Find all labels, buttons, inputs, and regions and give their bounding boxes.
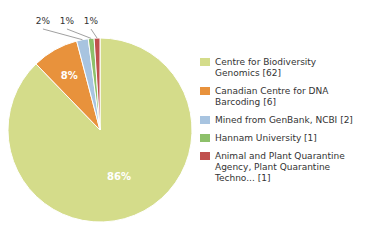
data-label: 8% bbox=[61, 70, 78, 81]
legend-label: Canadian Centre for DNABarcoding [6] bbox=[215, 86, 329, 107]
legend-swatch bbox=[200, 87, 210, 95]
legend-label-line: Mined from GenBank, NCBI [2] bbox=[215, 115, 353, 125]
pie-slice bbox=[77, 39, 100, 130]
leader-line bbox=[67, 29, 91, 38]
legend-label-line: Animal and Plant Quarantine bbox=[215, 151, 345, 161]
data-label: 1% bbox=[84, 16, 99, 26]
legend-label: Hannam University [1] bbox=[215, 133, 317, 143]
pie bbox=[8, 38, 192, 222]
data-label: 1% bbox=[60, 16, 75, 26]
legend-label: Animal and Plant QuarantineAgency, Plant… bbox=[214, 151, 345, 183]
data-label: 86% bbox=[107, 171, 131, 182]
legend-label-line: Techno... [1] bbox=[214, 173, 270, 183]
legend: Centre for BiodiversityGenomics [62] Cana… bbox=[200, 57, 353, 183]
data-label: 2% bbox=[36, 16, 51, 26]
leader-line bbox=[91, 29, 97, 38]
data-labels: 86% 8% 2% 1% 1% bbox=[36, 16, 131, 182]
chart: 86% 8% 2% 1% 1% Centre for BiodiversityGenomi… bbox=[0, 0, 380, 240]
pie-slice bbox=[88, 38, 100, 130]
legend-label: Centre for BiodiversityGenomics [62] bbox=[215, 57, 317, 78]
legend-label-line: Hannam University [1] bbox=[215, 133, 317, 143]
legend-label-line: Agency, Plant Quarantine bbox=[215, 162, 331, 172]
legend-swatch bbox=[200, 116, 210, 124]
legend-label-line: Barcoding [6] bbox=[215, 97, 276, 107]
leader-line bbox=[43, 29, 82, 40]
pie-slice bbox=[94, 38, 100, 130]
legend-swatch bbox=[200, 134, 210, 142]
legend-label: Mined from GenBank, NCBI [2] bbox=[215, 115, 353, 125]
legend-swatch bbox=[200, 58, 210, 66]
pie-slice bbox=[8, 38, 192, 222]
legend-swatch bbox=[200, 152, 210, 160]
legend-label-line: Genomics [62] bbox=[215, 68, 281, 78]
legend-label-line: Centre for Biodiversity bbox=[215, 57, 317, 67]
legend-label-line: Canadian Centre for DNA bbox=[215, 86, 329, 96]
